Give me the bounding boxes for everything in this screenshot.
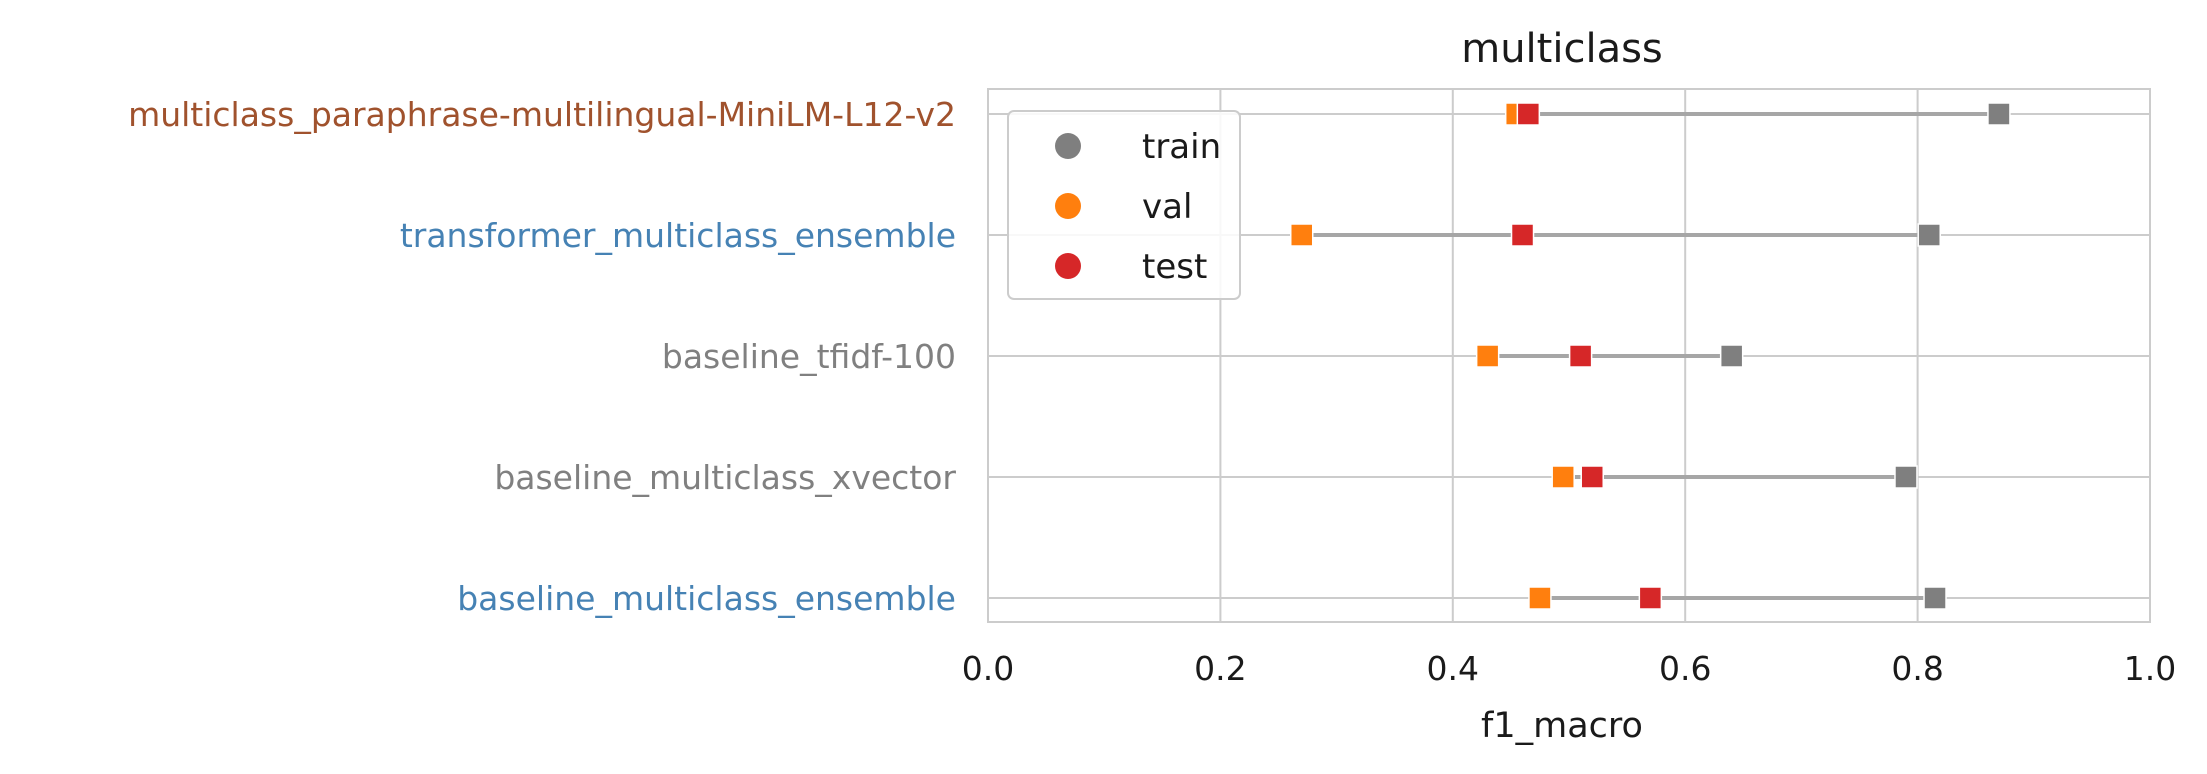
legend-marker-train: [1055, 133, 1081, 159]
y-tick-label: baseline_multiclass_ensemble: [457, 579, 956, 618]
legend-marker-test: [1055, 253, 1081, 279]
range-lines: [1301, 112, 1999, 600]
x-axis-label: f1_macro: [1481, 706, 1643, 746]
legend-label: val: [1142, 187, 1192, 227]
marker-val: [1551, 465, 1575, 489]
marker-val: [1528, 586, 1552, 610]
marker-test: [1638, 586, 1663, 610]
y-tick-labels: multiclass_paraphrase-multilingual-MiniL…: [128, 95, 956, 618]
chart-title: multiclass: [1461, 26, 1663, 72]
marker-test: [1580, 465, 1604, 489]
x-tick-labels: 0.0 0.2 0.4 0.6 0.8 1.0: [962, 649, 2176, 688]
markers: [1289, 102, 2011, 610]
plot-frame: [987, 88, 2151, 623]
marker-train: [1917, 223, 1941, 247]
y-tick-label: baseline_tfidf-100: [662, 337, 956, 376]
x-tick-label: 0.8: [1891, 649, 1943, 688]
x-tick-label: 0.2: [1194, 649, 1246, 688]
y-tick-label: baseline_multiclass_xvector: [494, 458, 956, 497]
marker-train: [1987, 102, 2011, 126]
y-tick-label: multiclass_paraphrase-multilingual-MiniL…: [128, 95, 956, 134]
legend-label: test: [1142, 247, 1207, 287]
marker-val: [1475, 344, 1500, 368]
legend-label: train: [1142, 127, 1221, 167]
marker-test: [1516, 102, 1541, 126]
marker-val: [1289, 223, 1314, 247]
x-tick-label: 0.4: [1427, 649, 1479, 688]
legend-marker-val: [1055, 193, 1081, 219]
y-tick-label: transformer_multiclass_ensemble: [400, 216, 956, 255]
marker-train: [1923, 586, 1947, 610]
marker-test: [1568, 344, 1593, 368]
marker-train: [1719, 344, 1744, 368]
x-tick-label: 1.0: [2124, 649, 2176, 688]
legend: train val test: [1007, 110, 1241, 300]
x-tick-label: 0.6: [1659, 649, 1711, 688]
marker-train: [1894, 465, 1918, 489]
marker-test: [1510, 223, 1535, 247]
x-tick-label: 0.0: [962, 649, 1014, 688]
